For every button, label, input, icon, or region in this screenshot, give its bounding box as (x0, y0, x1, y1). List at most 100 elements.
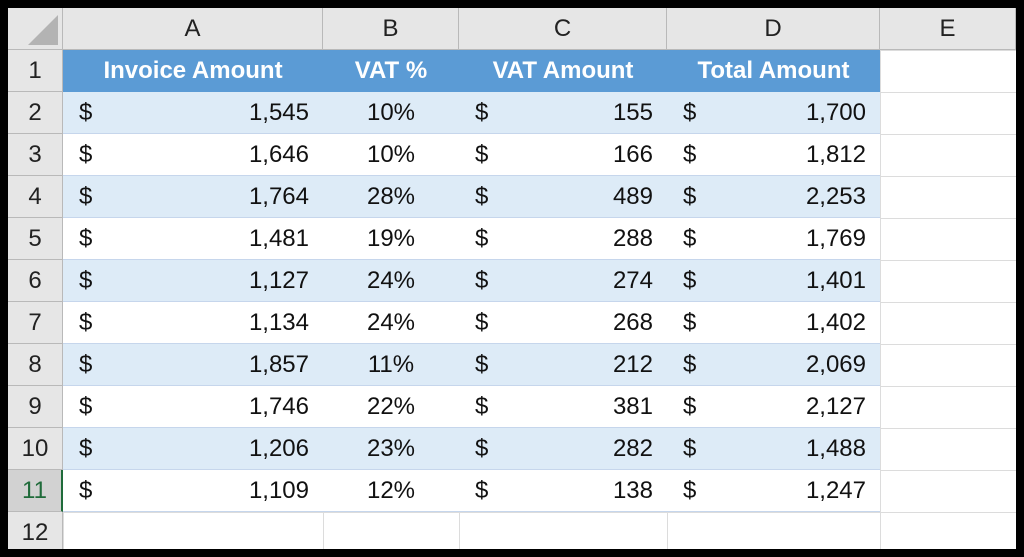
row-header-6[interactable]: 6 (8, 260, 63, 302)
row-header-12[interactable]: 12 (8, 512, 63, 549)
cell-b5[interactable]: 19% (323, 218, 459, 260)
cell-a9[interactable]: $1,746 (63, 386, 323, 428)
cell-a11[interactable]: $1,109 (63, 470, 323, 512)
cell-d8[interactable]: $2,069 (667, 344, 880, 386)
cell-b3[interactable]: 10% (323, 134, 459, 176)
row-header-7[interactable]: 7 (8, 302, 63, 344)
cell-c2[interactable]: $155 (459, 92, 667, 134)
header-cell-d[interactable]: Total Amount (667, 50, 880, 92)
cell-d11[interactable]: $1,247 (667, 470, 880, 512)
row-header-8[interactable]: 8 (8, 344, 63, 386)
cell-c9[interactable]: $381 (459, 386, 667, 428)
currency-symbol: $ (79, 140, 93, 168)
cell-value: 1,134 (248, 308, 309, 336)
cell-a5[interactable]: $1,481 (63, 218, 323, 260)
spreadsheet-grid[interactable]: A B C D E 1 2 3 4 5 6 7 8 9 10 11 12 Invoice Amount VAT % V… (8, 8, 1016, 549)
cell-a3[interactable]: $1,646 (63, 134, 323, 176)
cell-value: 1,545 (248, 98, 309, 126)
cell-c11[interactable]: $138 (459, 470, 667, 512)
currency-symbol: $ (683, 434, 697, 462)
currency-symbol: $ (79, 224, 93, 252)
cell-value: 1,764 (248, 182, 309, 210)
currency-symbol: $ (683, 140, 697, 168)
currency-symbol: $ (79, 98, 93, 126)
cell-value: 24% (366, 266, 416, 294)
cell-a7[interactable]: $1,134 (63, 302, 323, 344)
currency-symbol: $ (79, 308, 93, 336)
row-header-3[interactable]: 3 (8, 134, 63, 176)
cell-d6[interactable]: $1,401 (667, 260, 880, 302)
cell-c10[interactable]: $282 (459, 428, 667, 470)
cell-value: 282 (612, 434, 653, 462)
column-header-a[interactable]: A (63, 8, 323, 50)
column-header-b[interactable]: B (323, 8, 459, 50)
currency-symbol: $ (683, 350, 697, 378)
cell-value: 1,206 (248, 434, 309, 462)
cell-b8[interactable]: 11% (323, 344, 459, 386)
cell-d9[interactable]: $2,127 (667, 386, 880, 428)
cell-c8[interactable]: $212 (459, 344, 667, 386)
gridline-vertical (880, 50, 881, 549)
cell-c7[interactable]: $268 (459, 302, 667, 344)
cell-d3[interactable]: $1,812 (667, 134, 880, 176)
cell-a4[interactable]: $1,764 (63, 176, 323, 218)
cell-d7[interactable]: $1,402 (667, 302, 880, 344)
currency-symbol: $ (79, 182, 93, 210)
currency-symbol: $ (683, 182, 697, 210)
cell-value: 1,700 (805, 98, 866, 126)
cell-value: 274 (612, 266, 653, 294)
currency-symbol: $ (475, 392, 489, 420)
currency-symbol: $ (475, 224, 489, 252)
currency-symbol: $ (475, 308, 489, 336)
row-header-11[interactable]: 11 (8, 470, 63, 512)
gridline-horizontal (63, 512, 1016, 513)
cell-a8[interactable]: $1,857 (63, 344, 323, 386)
currency-symbol: $ (475, 140, 489, 168)
cell-value: 23% (366, 434, 416, 462)
cell-d2[interactable]: $1,700 (667, 92, 880, 134)
column-header-e[interactable]: E (880, 8, 1016, 50)
row-header-1[interactable]: 1 (8, 50, 63, 92)
column-header-d[interactable]: D (667, 8, 880, 50)
currency-symbol: $ (79, 434, 93, 462)
header-cell-a[interactable]: Invoice Amount (63, 50, 323, 92)
cell-c5[interactable]: $288 (459, 218, 667, 260)
row-header-9[interactable]: 9 (8, 386, 63, 428)
row-header-2[interactable]: 2 (8, 92, 63, 134)
column-header-c[interactable]: C (459, 8, 667, 50)
cell-b2[interactable]: 10% (323, 92, 459, 134)
row-header-4[interactable]: 4 (8, 176, 63, 218)
currency-symbol: $ (683, 392, 697, 420)
cell-d4[interactable]: $2,253 (667, 176, 880, 218)
cell-c4[interactable]: $489 (459, 176, 667, 218)
select-all-corner[interactable] (8, 8, 63, 50)
cell-b4[interactable]: 28% (323, 176, 459, 218)
cell-value: 212 (612, 350, 653, 378)
currency-symbol: $ (79, 350, 93, 378)
cell-d10[interactable]: $1,488 (667, 428, 880, 470)
cell-value: 2,253 (805, 182, 866, 210)
cell-value: 1,812 (805, 140, 866, 168)
cell-value: 24% (366, 308, 416, 336)
cell-c6[interactable]: $274 (459, 260, 667, 302)
header-cell-b[interactable]: VAT % (323, 50, 459, 92)
cell-value: 11% (367, 350, 415, 378)
cell-b7[interactable]: 24% (323, 302, 459, 344)
row-header-5[interactable]: 5 (8, 218, 63, 260)
currency-symbol: $ (475, 350, 489, 378)
cell-value: 10% (366, 98, 416, 126)
cell-b9[interactable]: 22% (323, 386, 459, 428)
cell-value: 1,401 (805, 266, 866, 294)
cell-b6[interactable]: 24% (323, 260, 459, 302)
cell-b11[interactable]: 12% (323, 470, 459, 512)
cell-value: 2,127 (805, 392, 866, 420)
cell-c3[interactable]: $166 (459, 134, 667, 176)
cell-a2[interactable]: $1,545 (63, 92, 323, 134)
row-header-10[interactable]: 10 (8, 428, 63, 470)
cell-d5[interactable]: $1,769 (667, 218, 880, 260)
cell-b10[interactable]: 23% (323, 428, 459, 470)
cell-a10[interactable]: $1,206 (63, 428, 323, 470)
header-cell-c[interactable]: VAT Amount (459, 50, 667, 92)
cell-a6[interactable]: $1,127 (63, 260, 323, 302)
cell-value: 22% (366, 392, 416, 420)
